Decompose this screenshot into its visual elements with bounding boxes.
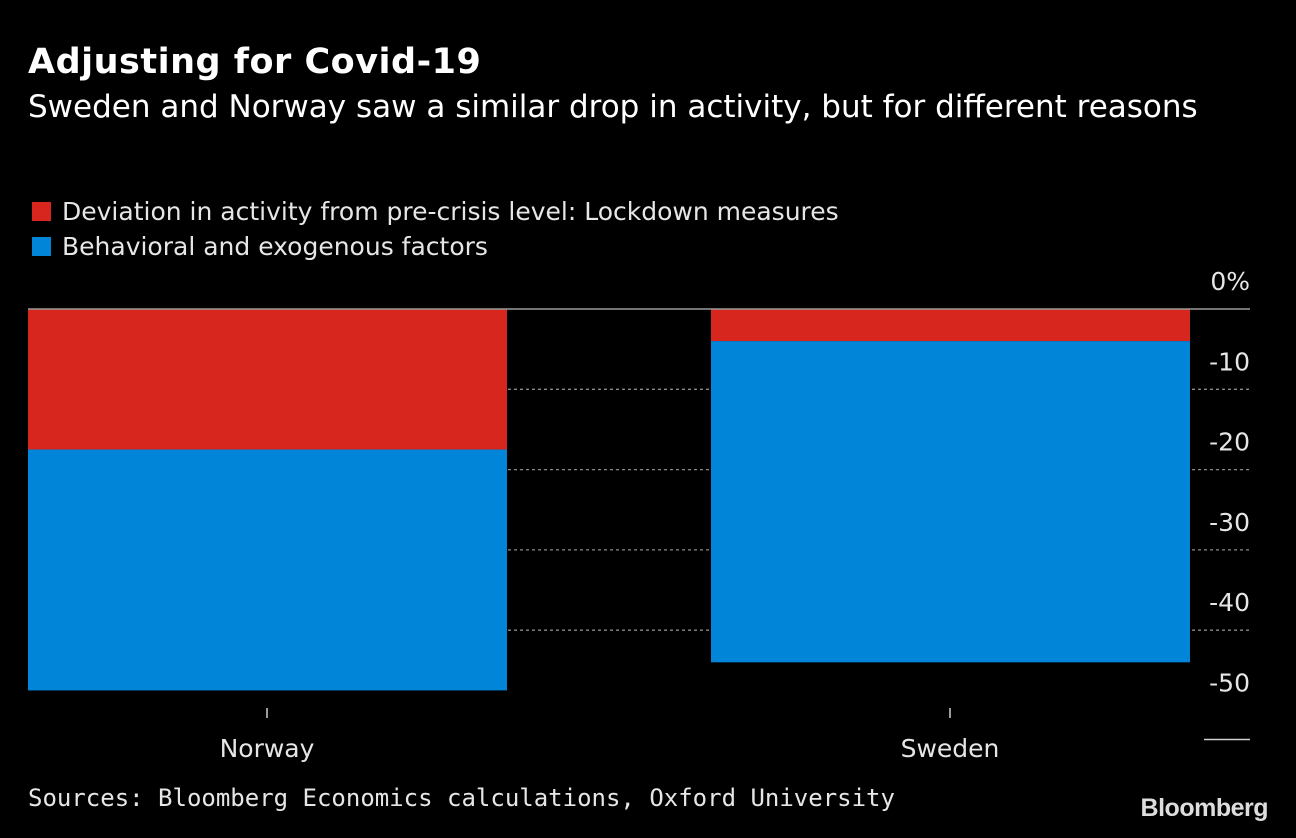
legend-label-behavioral: Behavioral and exogenous factors (62, 232, 488, 261)
source-note: Sources: Bloomberg Economics calculation… (28, 784, 895, 812)
y-tick-label-0: 0% (1210, 267, 1250, 296)
x-label-norway: Norway (220, 734, 315, 763)
x-label-sweden: Sweden (901, 734, 1000, 763)
legend-label-lockdown: Deviation in activity from pre-crisis le… (62, 197, 839, 226)
chart-subtitle: Sweden and Norway saw a similar drop in … (28, 89, 1198, 125)
chart-title: Adjusting for Covid-19 (28, 42, 482, 82)
y-tick-label-4: -40 (1209, 588, 1250, 617)
y-tick-label-1: -10 (1209, 347, 1250, 376)
legend-swatch-lockdown (32, 202, 51, 221)
y-tick-label-5: -50 (1209, 669, 1250, 698)
legend-item-behavioral: Behavioral and exogenous factors (32, 229, 839, 264)
legend-item-lockdown: Deviation in activity from pre-crisis le… (32, 194, 839, 229)
legend-swatch-behavioral (32, 237, 51, 256)
bar-sweden-behavioral (711, 341, 1190, 663)
bloomberg-logo: Bloomberg (1140, 794, 1269, 822)
bar-norway-lockdown (28, 309, 507, 450)
legend: Deviation in activity from pre-crisis le… (32, 194, 839, 264)
bar-sweden-lockdown (711, 309, 1190, 342)
y-tick-label-2: -20 (1209, 428, 1250, 457)
y-tick-label-3: -30 (1209, 508, 1250, 537)
bar-norway-behavioral (28, 449, 507, 691)
